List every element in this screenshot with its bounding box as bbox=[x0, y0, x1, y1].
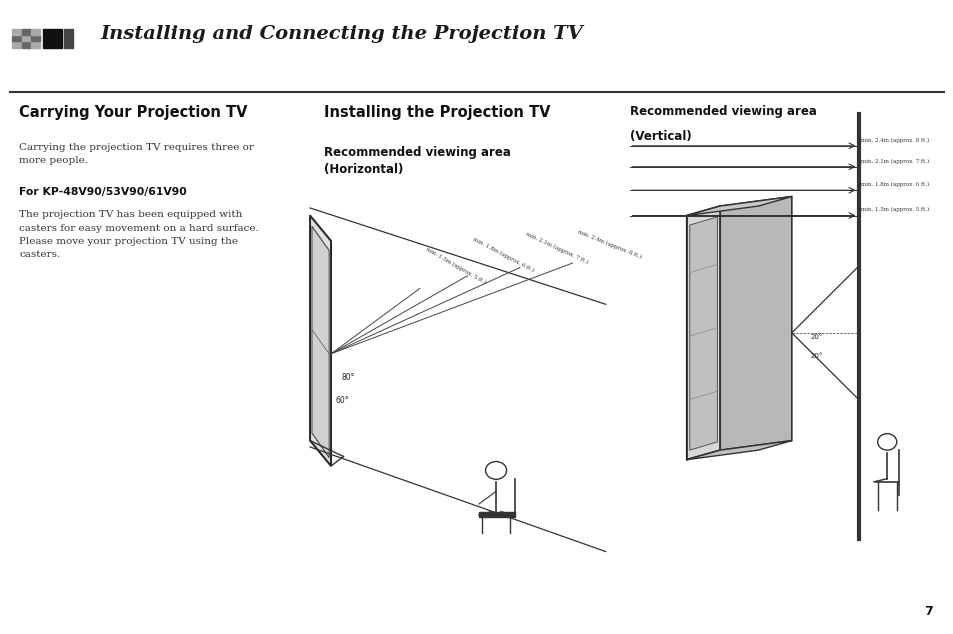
Text: min. 2.4m (approx. 8 ft.): min. 2.4m (approx. 8 ft.) bbox=[577, 230, 641, 260]
Text: min. 1.8m (approx. 6 ft.): min. 1.8m (approx. 6 ft.) bbox=[472, 236, 535, 273]
Bar bbox=[64, 29, 72, 48]
Bar bbox=[12, 36, 21, 41]
Text: Carrying Your Projection TV: Carrying Your Projection TV bbox=[19, 105, 248, 120]
Text: Installing the Projection TV: Installing the Projection TV bbox=[324, 105, 550, 120]
Polygon shape bbox=[312, 226, 329, 458]
Polygon shape bbox=[720, 197, 791, 450]
Text: Carrying the projection TV requires three or
more people.: Carrying the projection TV requires thre… bbox=[19, 143, 253, 165]
Bar bbox=[43, 29, 62, 48]
Text: min. 2.1m (approx. 7 ft.): min. 2.1m (approx. 7 ft.) bbox=[861, 158, 928, 164]
Text: min. 2.4m (approx. 8 ft.): min. 2.4m (approx. 8 ft.) bbox=[861, 138, 928, 143]
Bar bbox=[31, 29, 40, 35]
Text: min. 1.5m (approx. 5 ft.): min. 1.5m (approx. 5 ft.) bbox=[424, 247, 486, 285]
Text: 60°: 60° bbox=[335, 396, 349, 404]
Bar bbox=[12, 29, 21, 35]
Bar bbox=[22, 42, 30, 48]
Text: The projection TV has been equipped with
casters for easy movement on a hard sur: The projection TV has been equipped with… bbox=[19, 210, 258, 259]
Polygon shape bbox=[689, 217, 717, 450]
Polygon shape bbox=[686, 197, 791, 216]
Polygon shape bbox=[686, 206, 720, 460]
Text: 80°: 80° bbox=[341, 373, 355, 382]
Text: 20°: 20° bbox=[810, 353, 822, 359]
Text: For KP-48V90/53V90/61V90: For KP-48V90/53V90/61V90 bbox=[19, 187, 187, 197]
Text: Installing and Connecting the Projection TV: Installing and Connecting the Projection… bbox=[100, 25, 582, 42]
Text: 20°: 20° bbox=[810, 334, 822, 340]
Text: Recommended viewing area
(Horizontal): Recommended viewing area (Horizontal) bbox=[324, 146, 511, 176]
Bar bbox=[12, 42, 21, 48]
Polygon shape bbox=[310, 216, 331, 466]
Text: Recommended viewing area: Recommended viewing area bbox=[629, 105, 816, 118]
Text: min. 1.8m (approx. 6 ft.): min. 1.8m (approx. 6 ft.) bbox=[861, 182, 928, 187]
Polygon shape bbox=[686, 441, 791, 460]
Bar bbox=[22, 29, 30, 35]
Bar bbox=[478, 512, 515, 517]
Text: 7: 7 bbox=[923, 605, 932, 618]
Text: min. 1.5m (approx. 5 ft.): min. 1.5m (approx. 5 ft.) bbox=[861, 207, 928, 212]
Bar bbox=[31, 36, 40, 41]
Text: (Vertical): (Vertical) bbox=[629, 130, 691, 143]
Bar bbox=[22, 36, 30, 41]
Text: min. 2.1m (approx. 7 ft.): min. 2.1m (approx. 7 ft.) bbox=[524, 231, 588, 264]
Bar bbox=[31, 42, 40, 48]
